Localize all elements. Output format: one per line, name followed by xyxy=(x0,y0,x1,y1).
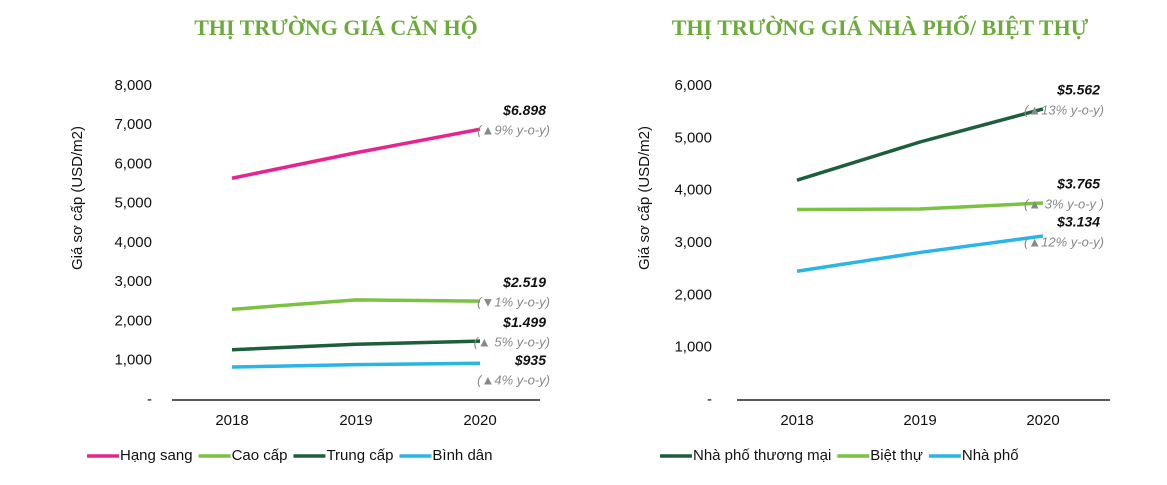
annotation: (▲12% y-o-y) xyxy=(1024,234,1104,249)
legend-label: Nhà phố xyxy=(962,447,1019,464)
y-axis-label: Giá sơ cấp (USD/m2) xyxy=(69,126,86,270)
annotation: (▲4% y-o-y) xyxy=(477,373,550,388)
y-tick-label: 1,000 xyxy=(674,339,712,356)
x-tick-label: 2018 xyxy=(780,412,813,429)
value-label: $3.134 xyxy=(1056,214,1100,230)
annotation: (▲ 5% y-o-y) xyxy=(474,335,550,350)
x-tick-label: 2020 xyxy=(463,412,496,429)
annotation: (▲ 3% y-o-y ) xyxy=(1024,196,1104,211)
series-line xyxy=(796,234,1044,273)
legend-label: Trung cấp xyxy=(326,447,393,464)
series-line xyxy=(796,201,1044,212)
y-tick-label: 2,000 xyxy=(114,312,152,329)
y-tick-label: 4,000 xyxy=(674,182,712,199)
legend-label: Hạng sang xyxy=(120,447,193,464)
legend-label: Bình dân xyxy=(432,447,492,464)
legend-label: Cao cấp xyxy=(232,447,288,464)
legend-label: Nhà phố thương mại xyxy=(693,447,831,464)
y-tick-label: 3,000 xyxy=(674,234,712,251)
y-tick-label: 2,000 xyxy=(674,286,712,303)
annotation: (▲9% y-o-y) xyxy=(477,123,550,138)
y-tick-label: 5,000 xyxy=(674,129,712,146)
chart-title: THỊ TRƯỜNG GIÁ NHÀ PHỐ/ BIỆT THỰ xyxy=(672,15,1089,40)
value-label: $2.519 xyxy=(502,274,546,290)
series-line xyxy=(231,361,481,369)
series-line xyxy=(231,339,481,352)
y-tick-label: 6,000 xyxy=(114,155,152,172)
y-tick-label: 1,000 xyxy=(114,352,152,369)
annotation: (▲13% y-o-y) xyxy=(1024,102,1104,117)
y-tick-label: 3,000 xyxy=(114,273,152,290)
series-line xyxy=(796,107,1044,182)
annotation: (▼1% y-o-y) xyxy=(477,295,550,310)
value-label: $1.499 xyxy=(502,314,546,330)
y-tick-label: 5,000 xyxy=(114,195,152,212)
value-label: $5.562 xyxy=(1056,82,1100,98)
y-tick-label: 6,000 xyxy=(674,77,712,94)
y-tick-label: 4,000 xyxy=(114,234,152,251)
series-line xyxy=(231,127,481,180)
y-axis-label: Giá sơ cấp (USD/m2) xyxy=(636,126,653,270)
x-tick-label: 2020 xyxy=(1026,412,1059,429)
legend-label: Biệt thự xyxy=(870,447,923,464)
y-tick-label: 7,000 xyxy=(114,116,152,133)
value-label: $3.765 xyxy=(1056,176,1100,192)
x-tick-label: 2019 xyxy=(339,412,372,429)
chart-title: THỊ TRƯỜNG GIÁ CĂN HỘ xyxy=(194,15,478,40)
y-tick-label: - xyxy=(707,391,712,408)
value-label: $935 xyxy=(514,352,546,368)
series-line xyxy=(231,298,481,312)
x-tick-label: 2018 xyxy=(215,412,248,429)
y-tick-label: - xyxy=(147,391,152,408)
y-tick-label: 8,000 xyxy=(114,77,152,94)
value-label: $6.898 xyxy=(502,102,546,118)
x-tick-label: 2019 xyxy=(903,412,936,429)
